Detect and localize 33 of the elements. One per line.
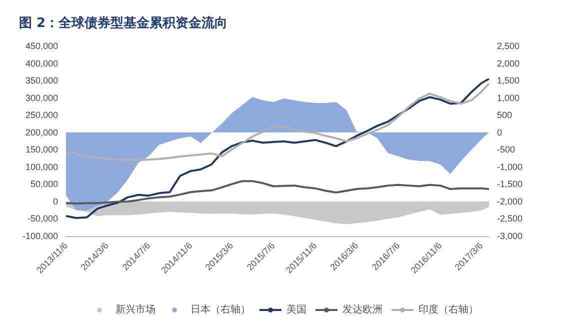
y2-tick-label: 0: [497, 127, 502, 138]
y2-tick-label: 2,500: [497, 41, 520, 51]
chart-title: 图 2：全球债券型基金累积资金流向: [19, 15, 228, 31]
y2-tick-label: 1,000: [497, 92, 520, 103]
y-tick-label: -100,000: [22, 231, 58, 241]
legend-label: 印度（右轴）: [418, 304, 478, 316]
y-tick-label: 350,000: [25, 76, 58, 86]
y-tick-label: 0: [52, 196, 58, 206]
line-series: [65, 78, 490, 220]
y2-tick-label: 2,000: [497, 58, 520, 68]
y2-tick-label: -2,500: [497, 214, 523, 224]
legend-label: 日本（右轴）: [190, 304, 250, 316]
y2-tick-label: 500: [497, 110, 512, 120]
y2-tick-label: -500: [497, 144, 516, 155]
y-tick-label: 250,000: [25, 110, 58, 120]
legend-label: 美国: [286, 304, 306, 316]
y-tick-label: 100,000: [25, 162, 58, 172]
line-series: [65, 180, 490, 205]
y-tick-label: 150,000: [25, 144, 58, 155]
y-tick-label: -50,000: [27, 214, 58, 224]
y2-tick-label: 1,500: [497, 76, 520, 86]
y-tick-label: 200,000: [25, 127, 58, 138]
legend-label: 新兴市场: [116, 304, 156, 316]
y2-tick-label: -3,000: [497, 231, 523, 241]
y-tick-label: 300,000: [25, 92, 58, 103]
y2-tick-label: -1,000: [497, 162, 523, 172]
y2-tick-label: -2,000: [497, 196, 523, 206]
y2-tick-label: -1,500: [497, 179, 523, 190]
y-tick-label: 50,000: [30, 179, 58, 190]
legend-label: 发达欧洲: [342, 304, 382, 316]
y-tick-label: 450,000: [25, 41, 58, 51]
line-series: [65, 82, 490, 161]
y-tick-label: 400,000: [25, 58, 58, 68]
